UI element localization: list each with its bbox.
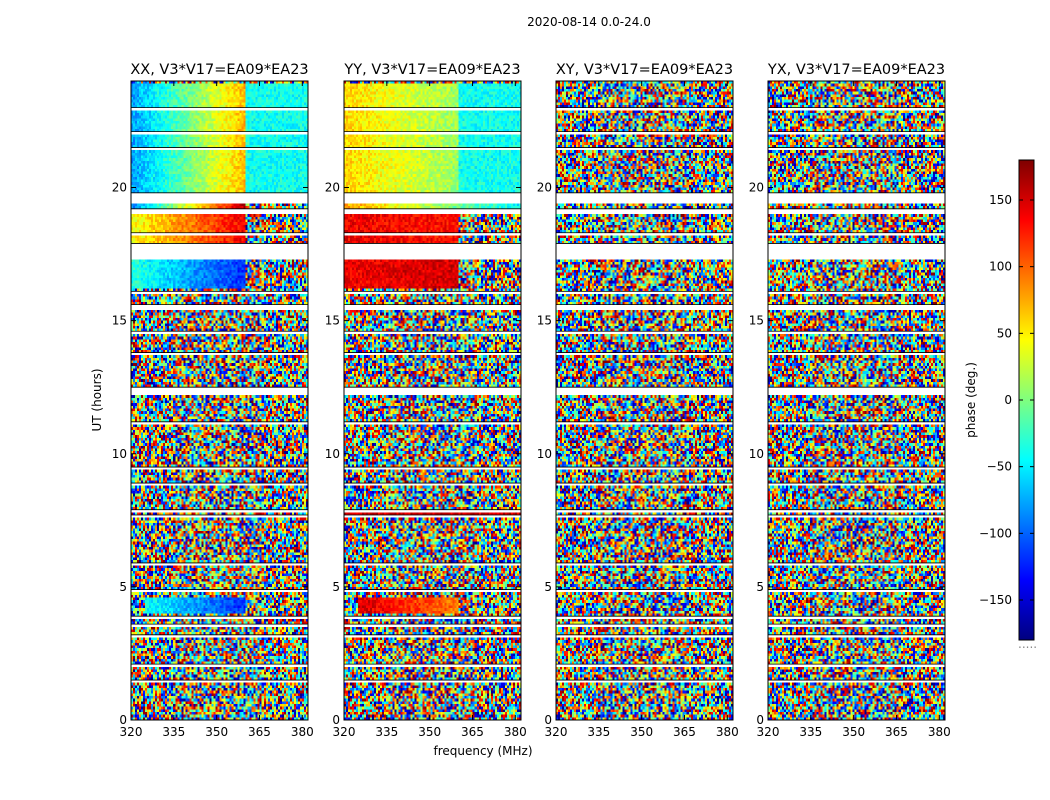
- x-tick-label: 350: [205, 725, 228, 739]
- x-tick-label: 380: [291, 725, 314, 739]
- figure-title: 2020-08-14 0.0-24.0: [527, 15, 651, 29]
- colorbar-tick-label: −50: [987, 460, 1012, 474]
- y-tick-label: 0: [544, 713, 552, 727]
- panel-3: YX, V3*V17=EA09*EA23 320 335 350 365 380 0 5 10 1…: [749, 62, 951, 739]
- colorbar-tick-label: 50: [997, 326, 1012, 340]
- colorbar-tick-label: −150: [979, 593, 1012, 607]
- panel-title: XY, V3*V17=EA09*EA23: [556, 62, 733, 78]
- y-tick-label: 20: [749, 181, 764, 195]
- y-tick-label: 0: [332, 713, 340, 727]
- colorbar: 150 100 50 0 −50 −100 −150 ..... phase (deg.): [964, 159, 1037, 651]
- y-tick-label: 10: [325, 447, 340, 461]
- x-axis-label: frequency (MHz): [433, 744, 532, 758]
- colorbar-tick-label: 0: [1004, 393, 1012, 407]
- y-tick-label: 5: [756, 580, 764, 594]
- y-tick-label: 5: [119, 580, 127, 594]
- panel-title: YY, V3*V17=EA09*EA23: [343, 62, 520, 78]
- panel-2: XY, V3*V17=EA09*EA23 320 335 350 365 380 0 5 10 1…: [537, 62, 739, 739]
- x-tick-label: 335: [799, 725, 822, 739]
- x-tick-label: 320: [333, 725, 356, 739]
- x-tick-label: 365: [673, 725, 696, 739]
- phase-heatmap: [131, 81, 308, 720]
- colorbar-ticks: 150 100 50 0 −50 −100 −150: [979, 193, 1034, 607]
- y-tick-label: 5: [332, 580, 340, 594]
- colorbar-min-label: .....: [1018, 637, 1037, 651]
- panel-title: XX, V3*V17=EA09*EA23: [130, 62, 308, 78]
- panel-frame: [555, 80, 734, 721]
- y-tick-label: 15: [325, 314, 340, 328]
- panel-title: YX, V3*V17=EA09*EA23: [767, 62, 945, 78]
- x-tick-label: 365: [885, 725, 908, 739]
- y-tick-label: 20: [537, 181, 552, 195]
- x-tick-label: 365: [248, 725, 271, 739]
- y-tick-label: 15: [112, 314, 127, 328]
- y-tick-label: 20: [325, 181, 340, 195]
- phase-heatmap: [556, 81, 733, 720]
- x-tick-label: 365: [461, 725, 484, 739]
- x-tick-label: 380: [716, 725, 739, 739]
- y-tick-label: 0: [756, 713, 764, 727]
- x-tick-label: 350: [630, 725, 653, 739]
- y-tick-label: 0: [119, 713, 127, 727]
- x-tick-label: 380: [504, 725, 527, 739]
- x-tick-label: 320: [120, 725, 143, 739]
- y-tick-label: 15: [749, 314, 764, 328]
- x-tick-label: 350: [842, 725, 865, 739]
- panels: XX, V3*V17=EA09*EA23 320 335 350 365 380 0 5 10 1…: [112, 62, 951, 739]
- y-tick-label: 10: [537, 447, 552, 461]
- y-tick-label: 10: [112, 447, 127, 461]
- panel-frame: [343, 80, 522, 721]
- y-tick-label: 10: [749, 447, 764, 461]
- y-tick-label: 5: [544, 580, 552, 594]
- phase-heatmap: [344, 81, 521, 720]
- y-tick-label: 15: [537, 314, 552, 328]
- x-tick-label: 335: [162, 725, 185, 739]
- x-tick-label: 350: [418, 725, 441, 739]
- y-tick-label: 20: [112, 181, 127, 195]
- x-tick-label: 335: [587, 725, 610, 739]
- panel-1: YY, V3*V17=EA09*EA23 320 335 350 365 380 0 5 10 1…: [325, 62, 527, 739]
- y-axis-label: UT (hours): [90, 368, 104, 431]
- phase-heatmap: [768, 81, 945, 720]
- x-tick-label: 335: [375, 725, 398, 739]
- colorbar-tick-label: 150: [989, 193, 1012, 207]
- colorbar-tick-label: 100: [989, 260, 1012, 274]
- x-tick-label: 320: [545, 725, 568, 739]
- panel-frame: [130, 80, 309, 721]
- panel-0: XX, V3*V17=EA09*EA23 320 335 350 365 380 0 5 10 1…: [112, 62, 314, 739]
- colorbar-label: phase (deg.): [964, 362, 978, 438]
- x-tick-label: 380: [928, 725, 951, 739]
- colorbar-tick-label: −100: [979, 526, 1012, 540]
- x-tick-label: 320: [757, 725, 780, 739]
- panel-frame: [767, 80, 946, 721]
